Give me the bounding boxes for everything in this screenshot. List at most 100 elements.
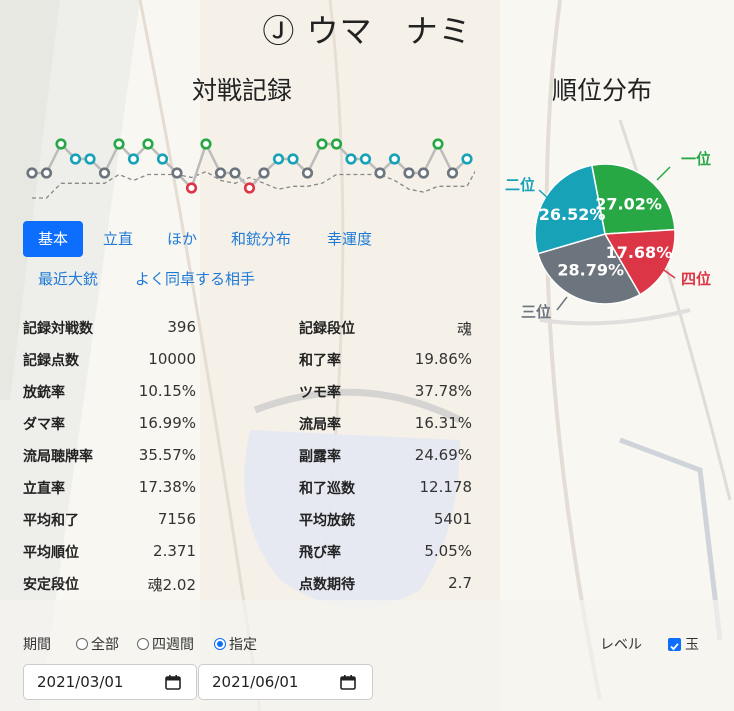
stat-label-win-rate: 和了率 xyxy=(299,353,341,369)
placement-point xyxy=(55,138,67,150)
placement-point xyxy=(214,167,227,179)
placement-point xyxy=(345,153,357,165)
pie-slice xyxy=(603,228,676,296)
checkmark-icon xyxy=(670,643,679,651)
stat-value-avg-rank: 2.371 xyxy=(153,542,196,560)
player-name: Ⓙ ウマ ナミ xyxy=(262,12,472,50)
placement-point xyxy=(98,167,111,179)
placement-point xyxy=(127,153,140,165)
stat-value-call-rate: 24.69% xyxy=(414,446,472,464)
start-date-input[interactable]: 2021/03/01 xyxy=(23,664,197,700)
period-custom-label[interactable]: 指定 xyxy=(229,637,257,653)
record-section-title: 対戦記録 xyxy=(192,76,293,105)
tab-luck[interactable]: 幸運度 xyxy=(327,230,373,248)
tab-win-distribution[interactable]: 和銃分布 xyxy=(231,230,292,248)
pie-leader-line xyxy=(656,166,671,181)
stat-label-riichi-rate: 立直率 xyxy=(23,481,65,497)
stat-value-stable-rank: 魂2.02 xyxy=(147,576,196,594)
placement-point xyxy=(26,167,38,179)
stat-value-draw-tenpai-rate: 35.57% xyxy=(138,446,196,464)
rank-distribution-pie: 27.02% 一位 17.68% 四位 28.79% 三位 26.52%二位 xyxy=(505,150,711,321)
tab-frequent-opponents[interactable]: よく同卓する相手 xyxy=(135,270,256,288)
placement-point xyxy=(229,167,241,179)
pie-slice xyxy=(534,164,606,255)
stat-label-draw-rate: 流局率 xyxy=(299,417,341,433)
placement-point xyxy=(301,167,314,179)
stat-label-expected-points: 点数期待 xyxy=(299,577,355,593)
period-custom-radio[interactable] xyxy=(214,638,226,650)
stat-label-record-rank: 記録段位 xyxy=(299,321,355,337)
pie-leader-line xyxy=(660,267,676,279)
period-all-radio[interactable] xyxy=(76,638,88,650)
stat-label-avg-deal-in: 平均放銃 xyxy=(299,513,355,529)
stat-value-win-rate: 19.86% xyxy=(414,350,472,368)
stat-value-win-turn: 12.178 xyxy=(419,478,473,496)
stat-label-win-turn: 和了巡数 xyxy=(299,481,355,497)
pie-slice xyxy=(590,163,676,235)
level-gyoku-label[interactable]: 玉 xyxy=(685,637,699,653)
start-date-value: 2021/03/01 xyxy=(37,673,124,691)
placement-point xyxy=(417,167,430,179)
placement-point xyxy=(359,153,372,165)
placement-point xyxy=(142,138,154,150)
placement-point xyxy=(330,138,343,150)
stat-value-games: 396 xyxy=(167,318,196,336)
tab-recent-big-deal-ins[interactable]: 最近大銃 xyxy=(38,270,99,288)
placement-point xyxy=(287,153,299,165)
placement-point xyxy=(84,153,96,165)
level-gyoku-checkbox[interactable] xyxy=(668,638,681,651)
pie-leader-line xyxy=(538,189,552,202)
stat-label-bust-rate: 飛び率 xyxy=(299,545,341,561)
stat-value-bust-rate: 5.05% xyxy=(424,542,472,560)
placement-point xyxy=(316,138,328,150)
placement-point xyxy=(185,182,198,194)
pie-slice-percent: 28.79% xyxy=(557,261,624,280)
placement-point xyxy=(113,138,125,150)
pie-slice-percent: 17.68% xyxy=(606,243,673,262)
pie-slice-percent: 27.02% xyxy=(595,195,662,214)
calendar-icon[interactable] xyxy=(165,675,181,690)
period-label: 期間 xyxy=(23,637,51,653)
rank-section-title: 順位分布 xyxy=(552,76,653,105)
period-four-weeks-radio[interactable] xyxy=(137,638,149,650)
stat-label-games: 記録対戦数 xyxy=(23,321,93,337)
placement-point xyxy=(272,153,285,165)
period-all-label[interactable]: 全部 xyxy=(91,637,119,653)
period-four-weeks-label[interactable]: 四週間 xyxy=(152,637,194,653)
stat-value-expected-points: 2.7 xyxy=(448,574,472,592)
tab-riichi[interactable]: 立直 xyxy=(103,230,134,248)
tab-basic[interactable]: 基本 xyxy=(23,221,84,257)
placement-point xyxy=(461,153,473,165)
stat-value-avg-win: 7156 xyxy=(157,510,196,528)
tab-other[interactable]: ほか xyxy=(167,230,198,248)
stat-label-avg-win: 平均和了 xyxy=(23,513,79,529)
placement-point xyxy=(258,167,270,179)
stat-value-avg-deal-in: 5401 xyxy=(433,510,472,528)
end-date-input[interactable]: 2021/06/01 xyxy=(198,664,373,700)
stat-label-tsumo-rate: ツモ率 xyxy=(299,385,341,401)
stat-label-avg-rank: 平均順位 xyxy=(23,545,79,561)
pie-leader-line xyxy=(556,296,568,311)
placement-history-chart xyxy=(26,138,475,199)
placement-point xyxy=(388,153,401,165)
stat-value-record-rank: 魂 xyxy=(456,320,472,338)
calendar-icon[interactable] xyxy=(340,675,356,690)
stat-label-deal-in-rate: 放銃率 xyxy=(23,385,65,401)
pie-slice-name: 二位 xyxy=(505,176,535,194)
placement-line xyxy=(32,140,468,191)
stat-label-call-rate: 副露率 xyxy=(299,449,341,465)
pie-slice-percent: 26.52% xyxy=(539,205,606,224)
placement-point xyxy=(40,167,53,179)
placement-point xyxy=(403,167,415,179)
stat-label-dama-rate: ダマ率 xyxy=(23,417,65,433)
placement-point xyxy=(156,153,169,165)
placement-point xyxy=(374,167,386,179)
stat-label-draw-tenpai-rate: 流局聴牌率 xyxy=(23,449,93,465)
end-date-value: 2021/06/01 xyxy=(212,673,299,691)
pie-slice xyxy=(536,233,642,305)
stat-value-points: 10000 xyxy=(148,350,196,368)
stat-value-tsumo-rate: 37.78% xyxy=(414,382,472,400)
stat-label-points: 記録点数 xyxy=(23,353,79,369)
pie-slice-name: 一位 xyxy=(681,150,711,168)
level-label: レベル xyxy=(600,637,642,653)
